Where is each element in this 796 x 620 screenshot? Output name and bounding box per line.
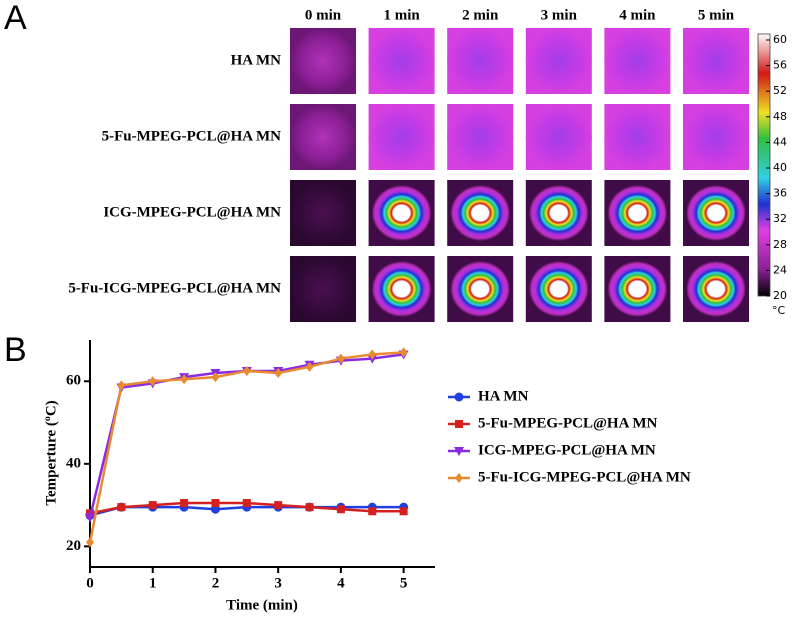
data-point [180,499,189,508]
thermal-spot [525,104,592,170]
y-axis-label: Temperture (ºC) [43,400,59,505]
legend-label: ICG-MPEG-PCL@HA MN [478,442,656,458]
colorbar-tick-label: 32 [773,212,787,225]
data-point [180,374,189,385]
series-line [88,353,404,518]
y-tick-label: 40 [66,455,81,471]
thermal-spot [290,28,356,94]
thermal-spot [607,261,668,317]
thermal-spot [683,104,749,170]
colorbar-tick-label: 56 [773,59,787,72]
data-point [368,349,377,360]
thermal-spot [368,104,435,170]
legend-label: 5-Fu-ICG-MPEG-PCL@HA MN [478,469,691,485]
data-point [336,505,345,514]
x-axis-label: Time (min) [226,597,298,613]
colorbar-tick-label: 36 [773,187,787,200]
thermal-spot [371,261,432,317]
y-tick-label: 20 [66,538,81,554]
row-label: HA MN [231,52,282,68]
thermal-spot [528,185,589,241]
thermal-spot [528,261,589,317]
colorbar-tick-label: 52 [773,84,787,97]
x-tick-label: 1 [149,575,157,591]
x-tick-label: 4 [337,575,345,591]
thermal-spot [607,185,668,241]
legend-label: HA MN [478,388,529,404]
thermal-spot [368,28,435,94]
data-point [368,507,377,516]
thermal-spot [604,104,671,170]
x-tick-label: 2 [212,575,220,591]
legend-marker [455,420,463,428]
thermal-spot [450,261,511,317]
thermal-spot [447,28,514,94]
colorbar-tick-label: 44 [773,135,787,148]
thermal-spot [604,28,671,94]
x-tick-label: 0 [86,575,94,591]
series-line [88,351,404,543]
thermal-spot [683,28,749,94]
panel-label: B [4,331,27,369]
thermal-spot [686,185,746,241]
row-label: 5-Fu-ICG-MPEG-PCL@HA MN [68,280,281,296]
legend-label: 5-Fu-MPEG-PCL@HA MN [478,415,658,431]
colorbar-tick-label: 20 [773,289,787,302]
thermal-spot [450,185,511,241]
colorbar-tick-label: 24 [773,263,787,276]
thermal-spot [525,28,592,94]
column-header: 3 min [541,7,578,23]
column-header: 0 min [305,7,342,23]
thermal-spot [290,256,356,322]
data-point [211,372,220,383]
data-point [242,365,251,376]
thermal-spot [290,104,356,170]
data-point [148,376,157,387]
data-point [274,368,283,379]
panel-label: A [4,0,27,37]
legend-marker [454,447,464,456]
data-point [117,380,126,391]
data-point [211,499,220,508]
data-point [86,537,94,548]
x-tick-label: 5 [400,575,408,591]
colorbar-tick-label: 40 [773,161,787,174]
column-header: 2 min [462,7,499,23]
colorbar-tick-label: 60 [773,33,787,46]
colorbar-unit: °C [772,304,786,317]
data-point [85,513,95,523]
data-point [399,507,408,516]
y-tick-label: 60 [66,373,81,389]
thermal-spot [447,104,514,170]
data-point [399,347,408,358]
data-point [305,503,314,512]
colorbar-tick-label: 48 [773,110,787,123]
column-header: 4 min [619,7,656,23]
legend-marker [454,392,464,402]
row-label: 5-Fu-MPEG-PCL@HA MN [102,128,282,144]
thermal-spot [686,261,746,317]
data-point [274,501,283,510]
data-point [148,501,157,510]
data-point [336,353,345,364]
thermal-spot [290,180,356,246]
thermal-spot [371,185,432,241]
colorbar-tick-label: 28 [773,238,787,251]
data-point [242,499,251,508]
column-header: 5 min [698,7,735,23]
x-tick-label: 3 [274,575,282,591]
legend-marker [455,473,463,483]
row-label: ICG-MPEG-PCL@HA MN [103,204,281,220]
column-header: 1 min [383,7,420,23]
colorbar [757,33,771,297]
data-point [305,361,314,372]
data-point [117,503,126,512]
